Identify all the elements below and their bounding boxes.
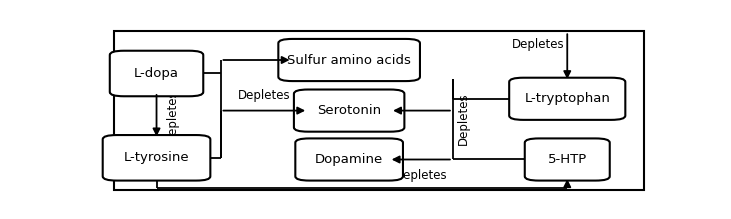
Text: L-tryptophan: L-tryptophan — [524, 92, 610, 105]
Text: Sulfur amino acids: Sulfur amino acids — [287, 53, 411, 67]
FancyBboxPatch shape — [525, 138, 610, 181]
FancyBboxPatch shape — [295, 138, 403, 181]
Text: Serotonin: Serotonin — [317, 104, 381, 117]
FancyBboxPatch shape — [294, 90, 404, 132]
FancyBboxPatch shape — [279, 39, 420, 81]
FancyBboxPatch shape — [102, 135, 211, 181]
Text: Depletes: Depletes — [336, 168, 388, 181]
Text: Depletes: Depletes — [166, 89, 178, 142]
Text: L-dopa: L-dopa — [134, 67, 179, 80]
FancyBboxPatch shape — [510, 78, 625, 120]
Text: Depletes: Depletes — [238, 89, 291, 102]
Text: Depletes: Depletes — [458, 93, 470, 145]
Text: 5-HTP: 5-HTP — [548, 153, 587, 166]
FancyBboxPatch shape — [110, 51, 203, 96]
Text: Depletes: Depletes — [395, 169, 447, 182]
Text: Depletes: Depletes — [512, 38, 564, 51]
Text: L-tyrosine: L-tyrosine — [124, 151, 189, 164]
Text: Dopamine: Dopamine — [315, 153, 383, 166]
